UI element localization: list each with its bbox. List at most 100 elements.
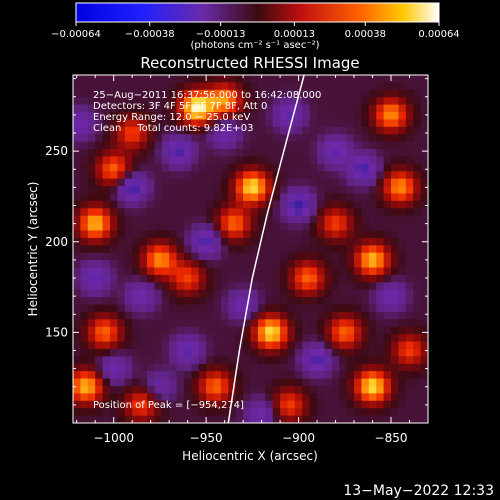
heatmap-cell [361,282,370,291]
heatmap-cell [132,400,140,409]
heatmap-cell [146,75,155,83]
heatmap-cell [405,163,414,172]
heatmap-cell [213,97,222,106]
heatmap-cell [132,326,140,335]
heatmap-cell [309,334,318,342]
heatmap-cell [80,237,89,246]
heatmap-cell [272,297,281,305]
heatmap-cell [391,112,399,120]
heatmap-cell [198,378,207,387]
heatmap-cell [220,356,229,365]
heatmap-cell [73,245,81,254]
heatmap-cell [413,75,422,83]
heatmap-cell [235,112,244,120]
heatmap-cell [191,215,200,224]
heatmap-cell [80,112,89,120]
heatmap-cell [398,82,407,91]
heatmap-cell [176,134,185,143]
heatmap-cell [95,415,103,423]
heatmap-cell [176,163,185,172]
heatmap-cell [220,341,229,350]
heatmap-cell [228,363,237,372]
heatmap-cell [73,208,81,217]
heatmap-cell [228,371,237,379]
heatmap-cell [361,237,370,246]
heatmap-cell [220,215,229,224]
heatmap-cell [354,141,362,150]
heatmap-cell [139,82,148,91]
heatmap-cell [95,156,103,165]
heatmap-cell [132,408,140,416]
heatmap-cell [73,149,81,157]
heatmap-cell [420,230,428,239]
heatmap-cell [154,319,163,328]
heatmap-cell [228,297,237,305]
heatmap-cell [413,334,422,342]
heatmap-cell [376,75,385,83]
heatmap-cell [243,186,251,194]
heatmap-cell [317,119,325,128]
heatmap-cell [169,289,177,298]
heatmap-cell [206,385,214,394]
heatmap-cell [117,408,126,416]
heatmap-cell [317,82,325,91]
heatmap-cell [183,408,192,416]
heatmap-cell [257,267,266,276]
heatmap-cell [124,341,133,350]
heatmap-cell [361,149,370,157]
heatmap-cell [132,274,140,283]
heatmap-cell [280,348,288,357]
heatmap-cell [309,215,318,224]
heatmap-cell [272,149,281,157]
heatmap-cell [405,267,414,276]
heatmap-cell [376,319,385,328]
heatmap-cell [280,82,288,91]
heatmap-cell [191,371,200,379]
heatmap-cell [154,400,163,409]
heatmap-cell [331,223,340,231]
heatmap-cell [324,230,333,239]
heatmap-cell [243,89,251,98]
heatmap-cell [220,230,229,239]
heatmap-cell [413,385,422,394]
heatmap-cell [191,119,200,128]
heatmap-cell [169,415,177,423]
heatmap-cell [176,408,185,416]
heatmap-cell [250,208,259,217]
heatmap-cell [302,82,311,91]
heatmap-cell [376,282,385,291]
heatmap-cell [294,126,303,135]
heatmap-cell [420,393,428,402]
heatmap-cell [331,186,340,194]
heatmap-cell [346,371,355,379]
heatmap-cell [243,126,251,135]
heatmap-cell [280,371,288,379]
heatmap-cell [302,252,311,261]
heatmap-cell [161,400,170,409]
heatmap-cell [317,400,325,409]
heatmap-cell [191,134,200,143]
heatmap-cell [280,104,288,113]
heatmap-cell [95,385,103,394]
heatmap-cell [213,393,222,402]
heatmap-cell [87,282,96,291]
heatmap-cell [213,119,222,128]
heatmap-cell [405,97,414,106]
heatmap-cell [154,415,163,423]
heatmap-cell [169,193,177,202]
heatmap-cell [191,378,200,387]
heatmap-cell [272,186,281,194]
heatmap-cell [302,393,311,402]
heatmap-cell [235,282,244,291]
heatmap-cell [228,163,237,172]
heatmap-cell [154,326,163,335]
heatmap-cell [228,126,237,135]
heatmap-cell [376,393,385,402]
heatmap-cell [413,408,422,416]
heatmap-cell [206,297,214,305]
heatmap-cell [287,237,296,246]
heatmap-cell [413,371,422,379]
heatmap-cell [376,252,385,261]
heatmap-cell [132,119,140,128]
heatmap-cell [183,274,192,283]
